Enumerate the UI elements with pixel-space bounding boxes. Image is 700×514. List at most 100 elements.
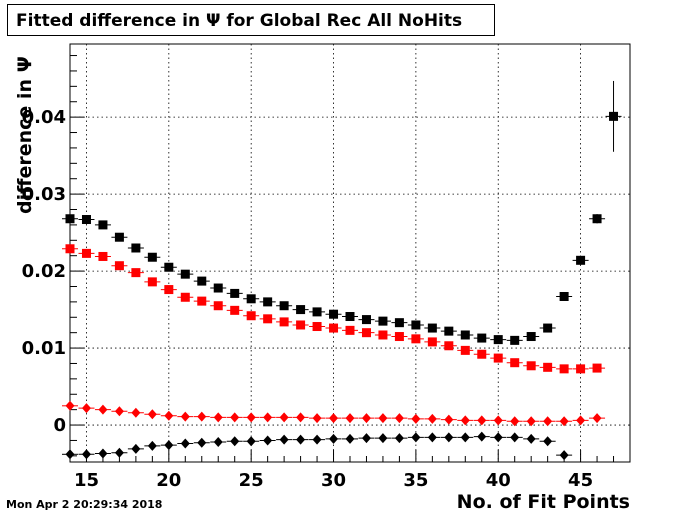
data-point-square — [378, 330, 388, 340]
data-point-diamond — [559, 450, 569, 461]
data-point-diamond — [65, 400, 75, 411]
data-point-diamond — [98, 448, 108, 459]
data-point-square — [345, 312, 355, 322]
data-point-square — [361, 315, 371, 325]
data-point-square — [394, 318, 404, 328]
data-point-diamond — [510, 416, 520, 427]
data-point-diamond — [411, 413, 421, 424]
data-point-square — [114, 232, 124, 242]
data-point-diamond — [246, 436, 256, 447]
data-point-square — [526, 361, 536, 371]
data-point-square — [411, 334, 421, 344]
data-point-square — [296, 320, 306, 330]
data-point-diamond — [230, 436, 240, 447]
data-point-square — [427, 323, 437, 333]
data-point-diamond — [263, 435, 273, 446]
data-point-diamond — [114, 447, 124, 458]
data-point-diamond — [559, 416, 569, 427]
data-point-square — [345, 325, 355, 335]
data-point-square — [394, 332, 404, 342]
data-point-diamond — [197, 411, 207, 422]
data-point-diamond — [444, 432, 454, 443]
data-point-square — [263, 297, 273, 307]
data-point-square — [98, 220, 108, 230]
data-point-square — [246, 294, 256, 304]
data-point-square — [246, 311, 256, 321]
data-point-square — [559, 291, 569, 301]
data-point-diamond — [312, 434, 322, 445]
data-point-square — [477, 349, 487, 359]
data-point-square — [510, 358, 520, 368]
data-point-square — [230, 288, 240, 298]
data-point-diamond — [411, 432, 421, 443]
data-point-diamond — [493, 432, 503, 443]
data-point-diamond — [477, 431, 487, 442]
data-point-square — [444, 341, 454, 351]
data-point-diamond — [98, 404, 108, 415]
data-point-square — [460, 330, 470, 340]
data-point-diamond — [477, 415, 487, 426]
data-point-diamond — [131, 407, 141, 418]
data-point-diamond — [164, 410, 174, 421]
data-point-square — [609, 111, 619, 121]
data-point-square — [526, 332, 536, 342]
data-point-diamond — [526, 433, 536, 444]
data-point-square — [279, 301, 289, 311]
data-point-square — [592, 214, 602, 224]
data-point-square — [444, 326, 454, 336]
data-point-square — [197, 296, 207, 306]
data-point-square — [98, 251, 108, 261]
data-point-diamond — [444, 414, 454, 425]
plot-frame — [69, 43, 631, 463]
timestamp: Mon Apr 2 20:29:34 2018 — [6, 498, 163, 511]
data-point-diamond — [394, 433, 404, 444]
data-point-diamond — [394, 413, 404, 424]
data-point-diamond — [427, 432, 437, 443]
data-point-diamond — [279, 412, 289, 423]
data-point-diamond — [576, 415, 586, 426]
data-point-diamond — [361, 433, 371, 444]
data-point-square — [180, 292, 190, 302]
data-point-diamond — [213, 412, 223, 423]
data-point-square — [263, 314, 273, 324]
data-point-square — [312, 307, 322, 317]
data-point-square — [361, 328, 371, 338]
data-point-square — [493, 353, 503, 363]
y-tick-label: 0 — [53, 415, 66, 436]
data-point-diamond — [65, 449, 75, 460]
data-point-square — [197, 276, 207, 286]
data-point-square — [493, 335, 503, 345]
data-point-square — [411, 320, 421, 330]
data-point-square — [576, 255, 586, 265]
x-tick-label: 45 — [568, 470, 593, 491]
data-point-square — [213, 301, 223, 311]
x-tick-label: 25 — [239, 470, 264, 491]
y-tick-label: 0.03 — [22, 184, 66, 205]
data-point-diamond — [361, 413, 371, 424]
data-point-diamond — [296, 434, 306, 445]
data-point-diamond — [378, 433, 388, 444]
data-point-square — [81, 248, 91, 258]
data-point-diamond — [180, 438, 190, 449]
data-point-diamond — [246, 412, 256, 423]
data-point-diamond — [526, 416, 536, 427]
data-point-diamond — [345, 413, 355, 424]
data-point-diamond — [592, 413, 602, 424]
x-tick-label: 15 — [74, 470, 99, 491]
data-point-diamond — [493, 415, 503, 426]
data-point-square — [131, 243, 141, 253]
x-tick-label: 30 — [321, 470, 346, 491]
y-tick-label: 0.01 — [22, 338, 66, 359]
data-point-diamond — [114, 406, 124, 417]
data-point-square — [510, 335, 520, 345]
data-point-square — [147, 277, 157, 287]
y-tick-label: 0.04 — [22, 107, 66, 128]
data-point-diamond — [180, 411, 190, 422]
data-point-square — [559, 364, 569, 374]
data-point-square — [65, 214, 75, 224]
data-point-diamond — [312, 413, 322, 424]
data-point-square — [279, 317, 289, 327]
data-point-diamond — [543, 436, 553, 447]
data-point-square — [543, 323, 553, 333]
data-point-square — [296, 305, 306, 315]
